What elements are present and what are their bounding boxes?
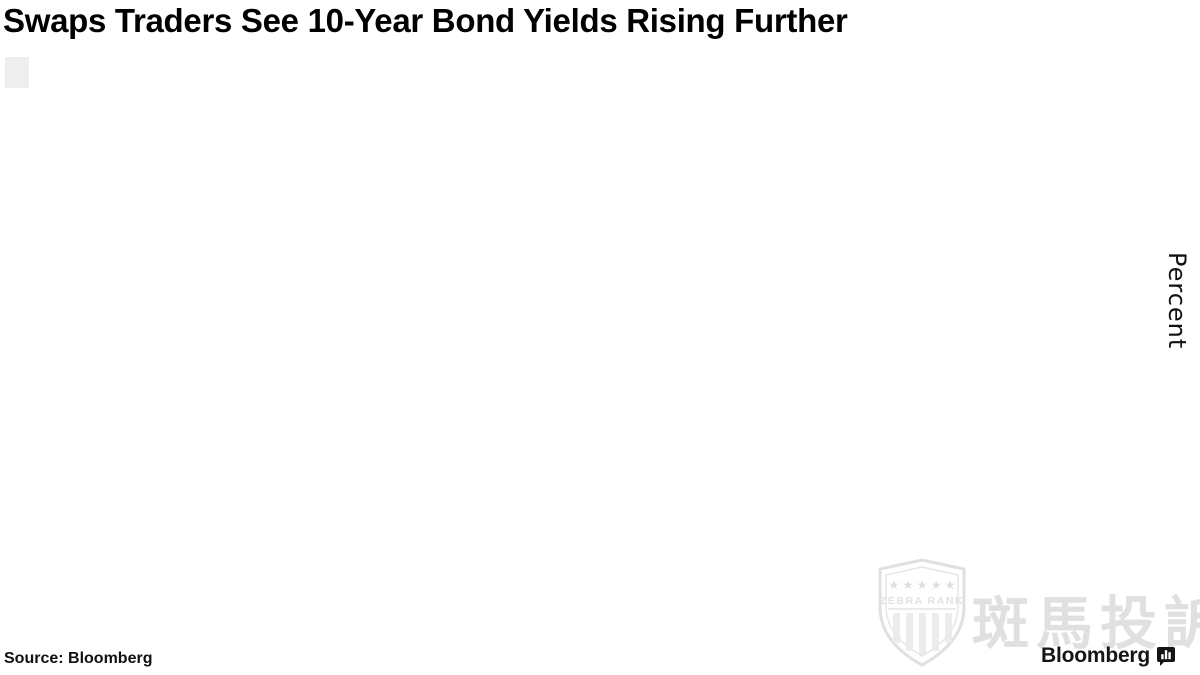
bloomberg-terminal-chart-icon xyxy=(1157,647,1176,666)
bloomberg-wordmark: Bloomberg xyxy=(1041,644,1151,667)
y-axis-title: Percent xyxy=(1163,252,1191,350)
chart-legend xyxy=(5,57,29,88)
watermark-cjk-text: 斑馬投訴 xyxy=(972,591,1200,657)
source-label: Source: Bloomberg xyxy=(4,650,153,667)
bloomberg-branding: Bloomberg xyxy=(1041,644,1176,668)
chart-title: Swaps Traders See 10-Year Bond Yields Ri… xyxy=(3,2,848,39)
